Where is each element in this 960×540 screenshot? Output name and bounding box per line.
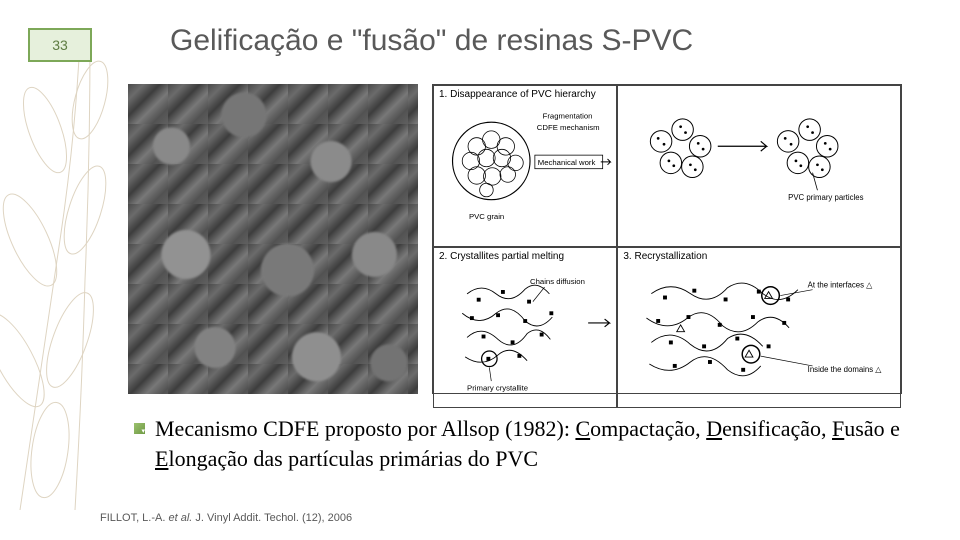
diagram-panel-1b: PVC primary particles bbox=[617, 85, 901, 247]
slide-title: Gelificação e "fusão" de resinas S-PVC bbox=[170, 24, 930, 58]
images-row: 1. Disappearance of PVC hierarchy PVC gr… bbox=[128, 84, 930, 394]
slide: 33 Gelificação e "fusão" de resinas S-PV… bbox=[0, 0, 960, 540]
panel-1-title: 1. Disappearance of PVC hierarchy bbox=[439, 89, 596, 100]
sem-micrograph bbox=[128, 84, 418, 394]
bullet-text: Mecanismo CDFE proposto por Allsop (1982… bbox=[155, 414, 920, 473]
label-particles: PVC primary particles bbox=[788, 193, 863, 202]
label-chains: Chains diffusion bbox=[530, 277, 585, 286]
label-mechwork: Mechanical work bbox=[538, 158, 596, 167]
diagram-panel-2: 2. Crystallites partial melting bbox=[433, 247, 617, 409]
page-number: 33 bbox=[52, 37, 68, 53]
label-grain: PVC grain bbox=[469, 212, 504, 221]
bullet-icon bbox=[134, 423, 145, 434]
bullet-item: Mecanismo CDFE proposto por Allsop (1982… bbox=[134, 414, 920, 473]
page-number-badge: 33 bbox=[28, 28, 92, 62]
diagram-panel-3: 3. Recrystallization bbox=[617, 247, 901, 409]
citation: FILLOT, L.-A. et al. J. Vinyl Addit. Tec… bbox=[100, 512, 352, 524]
panel-3-title: 3. Recrystallization bbox=[623, 251, 707, 262]
label-interfaces: At the interfaces △ bbox=[808, 280, 874, 289]
label-fragmentation: Fragmentation bbox=[543, 111, 593, 120]
panel-2-title: 2. Crystallites partial melting bbox=[439, 251, 564, 262]
label-inside: Inside the domains △ bbox=[808, 364, 883, 373]
cdfe-diagram: 1. Disappearance of PVC hierarchy PVC gr… bbox=[432, 84, 902, 394]
label-cdfe: CDFE mechanism bbox=[537, 123, 600, 132]
diagram-panel-1a: 1. Disappearance of PVC hierarchy PVC gr… bbox=[433, 85, 617, 247]
label-primary: Primary crystallite bbox=[467, 383, 528, 392]
bullet-block: Mecanismo CDFE proposto por Allsop (1982… bbox=[134, 414, 920, 473]
